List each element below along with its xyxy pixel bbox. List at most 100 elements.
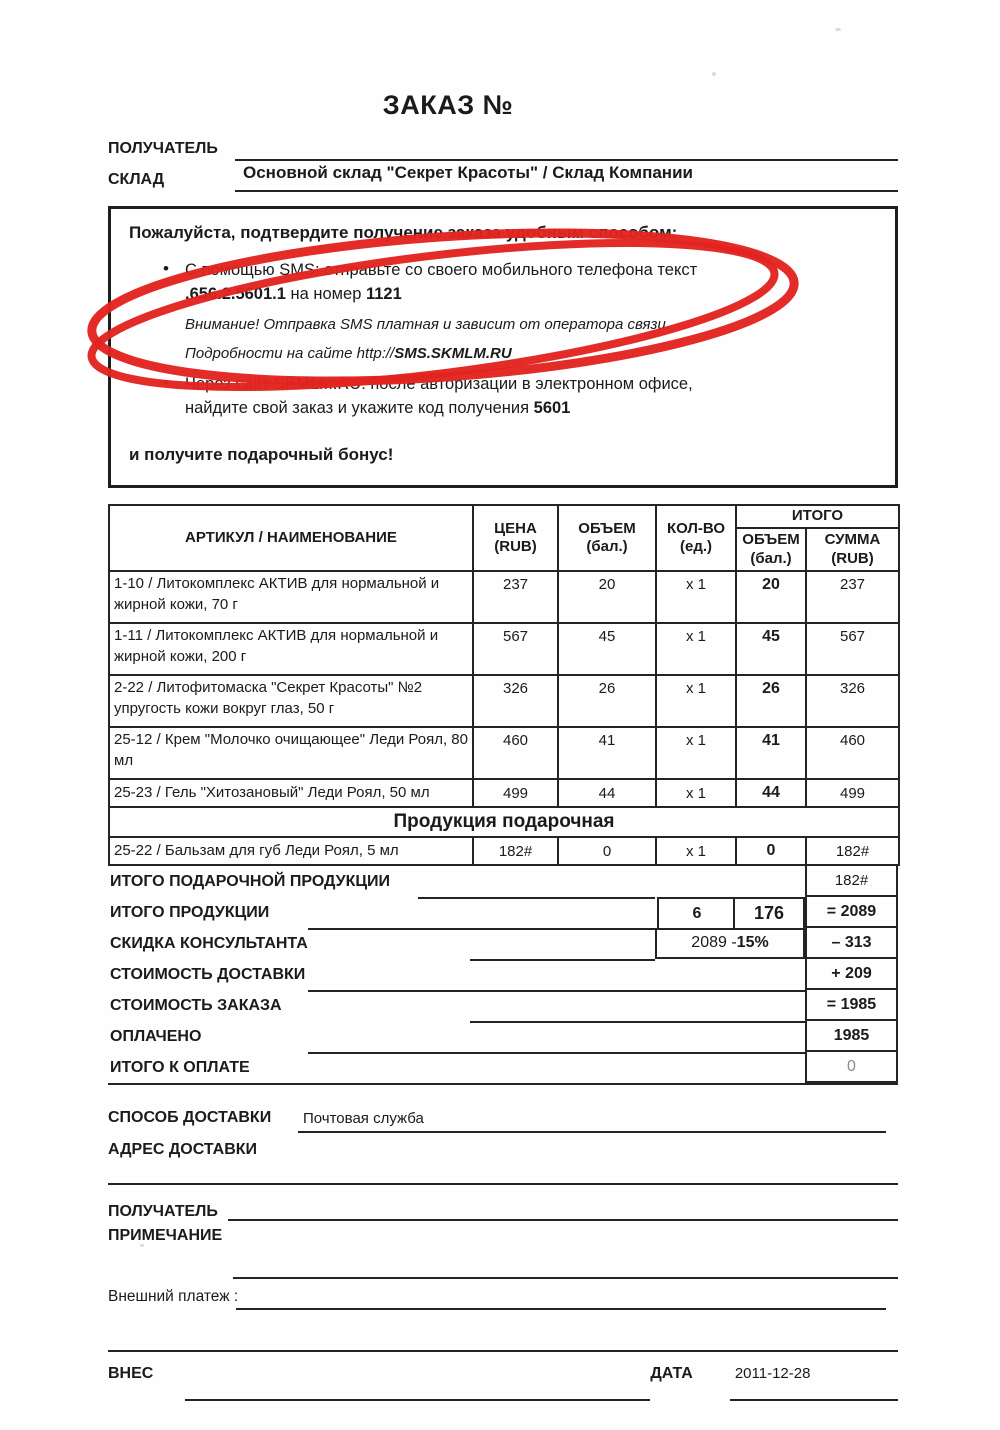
product-qty: х 1 [655,570,737,625]
sms-site-url: SMS.SKMLM.RU [394,345,512,363]
discount-calc-cell: 2089 - 15% [655,928,805,960]
product-volume: 41 [557,726,657,781]
product-name: 25-22 / Бальзам для губ Леди Роял, 5 мл [108,836,474,867]
product-name: 1-11 / Литокомплекс АКТИВ для нормальной… [108,622,474,677]
field-line [108,1183,898,1186]
warehouse-field-row: СКЛАД Основной склад "Секрет Красоты" / … [108,163,898,192]
total-row-paid: ОПЛАЧЕНО 1985 [108,1021,898,1055]
col-total-sum-l2: (RUB) [831,549,874,567]
sms-bullet-item: • С помощью SMS: отправьте со своего моб… [129,259,877,365]
products-table: АРТИКУЛ / НАИМЕНОВАНИЕ ЦЕНА (RUB) ОБЪЕМ (б… [108,504,900,867]
product-total-volume: 0 [735,836,807,867]
total-row-gift: ИТОГО ПОДАРОЧНОЙ ПРОДУКЦИИ 182# [108,866,898,900]
totals-section: ИТОГО ПОДАРОЧНОЙ ПРОДУКЦИИ 182# ИТОГО ПР… [108,866,898,1086]
fill-line [308,928,655,931]
field-line [227,1193,898,1222]
field-line [185,1399,650,1402]
total-label: ОПЛАЧЕНО [110,1027,202,1045]
col-price-l2: (RUB) [494,538,537,556]
product-price: 237 [472,570,559,625]
external-payment-row: Внешний платеж : [108,1288,898,1306]
product-name: 25-12 / Крем "Молочко очищающее" Леди Ро… [108,726,474,781]
col-qty: КОЛ-ВО (ед.) [655,504,737,573]
product-total-volume: 44 [735,778,807,809]
fill-line [308,1052,805,1055]
site-line1: Через сайт SKMLM.RU: после авторизации в… [185,375,693,394]
total-value: = 2089 [805,897,898,929]
gift-section-label: Продукция подарочная [108,806,900,839]
product-volume: 45 [557,622,657,677]
total-value: 1985 [805,1021,898,1053]
delivery-address-label: АДРЕС ДОСТАВКИ [108,1141,258,1159]
total-row-products: ИТОГО ПРОДУКЦИИ 6 176 = 2089 [108,897,898,931]
notice-heading: Пожалуйста, подтвердите получение заказа… [129,223,678,242]
total-label: СТОИМОСТЬ ДОСТАВКИ [110,965,306,983]
col-price: ЦЕНА (RUB) [472,504,559,573]
fill-line [108,1083,898,1086]
col-total-volume-l1: ОБЪЕМ [742,530,800,548]
sms-warning-note: Внимание! Отправка SMS платная и зависит… [185,315,671,333]
product-qty: х 1 [655,674,737,729]
col-total-sum: СУММА (RUB) [805,526,900,573]
gift-product-row: 25-22 / Бальзам для губ Леди Роял, 5 мл … [108,836,900,867]
product-price: 567 [472,622,559,677]
total-row-order: СТОИМОСТЬ ЗАКАЗА = 1985 [108,990,898,1024]
col-volume: ОБЪЕМ (бал.) [557,504,657,573]
bullet-icon: • [163,259,169,278]
sms-instructions: С помощью SMS: отправьте со своего мобил… [185,259,697,365]
product-total-volume: 20 [735,570,807,625]
col-total-sum-l1: СУММА [824,530,881,548]
footer-section: СПОСОБ ДОСТАВКИ Почтовая служба АДРЕС ДО… [108,1109,898,1405]
product-total-sum: 460 [805,726,900,781]
product-total-sum: 326 [805,674,900,729]
product-name: 1-10 / Литокомплекс АКТИВ для нормальной… [108,570,474,625]
col-total-volume: ОБЪЕМ (бал.) [735,526,807,573]
product-total-sum: 567 [805,622,900,677]
fill-line [418,897,655,900]
recipient-input-line [235,135,898,161]
gift-section-row: Продукция подарочная [108,806,900,839]
scan-speck [712,72,716,76]
discount-calc-prefix: 2089 - [691,933,737,951]
site-line2: найдите свой заказ и укажите код получен… [185,399,534,418]
fill-line [470,959,655,962]
total-value: 0 [805,1052,898,1084]
date-label: ДАТА [650,1365,693,1383]
product-price: 182# [472,836,559,867]
external-payment-label: Внешний платеж : [108,1288,239,1306]
scan-speck [140,1244,144,1247]
table-header-row-1: АРТИКУЛ / НАИМЕНОВАНИЕ ЦЕНА (RUB) ОБЪЕМ (б… [108,504,900,573]
fill-line [470,1021,805,1024]
product-qty: х 1 [655,726,737,781]
recipient-field-row: ПОЛУЧАТЕЛЬ [108,135,898,161]
product-total-sum: 237 [805,570,900,625]
total-volume-cell: 176 [733,897,805,931]
delivery-method-row: СПОСОБ ДОСТАВКИ Почтовая служба [108,1109,898,1127]
bonus-line: и получите подарочный бонус! [129,445,394,465]
product-total-volume: 41 [735,726,807,781]
product-volume: 26 [557,674,657,729]
fill-line [308,990,805,993]
delivery-address-row: АДРЕС ДОСТАВКИ [108,1141,898,1159]
signature-lines [108,1383,898,1405]
col-total-group: ИТОГО [735,504,900,529]
page-title: ЗАКАЗ № [382,90,514,120]
paid-in-row: ВНЕС ДАТА 2011-12-28 [108,1365,898,1383]
total-value: = 1985 [805,990,898,1022]
confirmation-notice-box: Пожалуйста, подтвердите получение заказа… [87,206,898,489]
product-price: 460 [472,726,559,781]
product-name: 25-23 / Гель "Хитозановый" Леди Роял, 50… [108,778,474,809]
document-content: ЗАКАЗ № ПОЛУЧАТЕЛЬ СКЛАД Основной склад … [87,0,900,1405]
divider-line [108,1350,898,1353]
total-row-delivery: СТОИМОСТЬ ДОСТАВКИ + 209 [108,959,898,993]
product-total-volume: 26 [735,674,807,729]
delivery-method-value: Почтовая служба [303,1110,424,1128]
col-price-l1: ЦЕНА [494,519,537,537]
delivery-method-label: СПОСОБ ДОСТАВКИ [108,1109,272,1127]
total-row-due: ИТОГО К ОПЛАТЕ 0 [108,1052,898,1086]
site-instructions: Через сайт SKMLM.RU: после авторизации в… [185,373,693,421]
discount-calc-percent: 15% [736,933,769,951]
col-qty-l1: КОЛ-ВО [666,519,726,537]
col-article: АРТИКУЛ / НАИМЕНОВАНИЕ [108,504,474,573]
field-line [298,1131,886,1134]
